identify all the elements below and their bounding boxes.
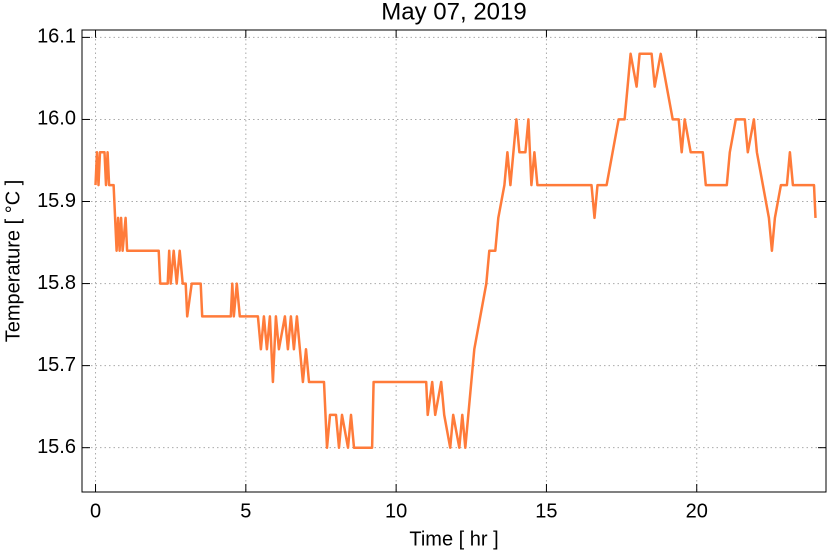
data-line	[94, 52, 817, 449]
y-tick-label: 15.7	[37, 354, 76, 376]
y-tick-label: 15.9	[37, 190, 76, 212]
y-tick-label: 15.6	[37, 436, 76, 458]
y-tick-label: 16.0	[37, 108, 76, 130]
y-tick-label: 16.1	[37, 26, 76, 48]
plot-frame	[81, 29, 827, 493]
x-tick-label: 10	[385, 500, 407, 522]
x-tick-label: 5	[240, 500, 251, 522]
y-axis-label: Temperature [ °C ]	[2, 180, 24, 343]
x-tick-label: 0	[90, 500, 101, 522]
x-axis-label: Time [ hr ]	[409, 528, 498, 550]
x-tick-label: 20	[686, 500, 708, 522]
y-tick-label: 15.8	[37, 272, 76, 294]
chart-title: May 07, 2019	[381, 0, 526, 25]
x-tick-label: 15	[535, 500, 557, 522]
